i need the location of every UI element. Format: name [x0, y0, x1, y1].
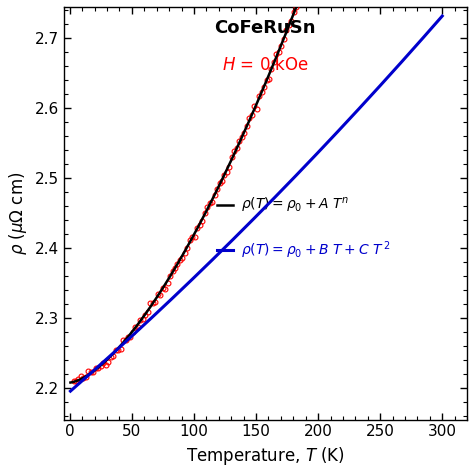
Text: $\it{H}$ = 0 kOe: $\it{H}$ = 0 kOe	[222, 56, 309, 74]
Y-axis label: $\rho$ ($\mu\Omega$ cm): $\rho$ ($\mu\Omega$ cm)	[7, 172, 29, 255]
Text: $\rho(T) = \rho_0 + A\ T^n$: $\rho(T) = \rho_0 + A\ T^n$	[241, 196, 350, 215]
X-axis label: Temperature, $T$ (K): Temperature, $T$ (K)	[186, 445, 345, 467]
Text: CoFeRuSn: CoFeRuSn	[215, 19, 316, 37]
Text: $\rho(T) = \rho_0 + B\ T + C\ T^{\,2}$: $\rho(T) = \rho_0 + B\ T + C\ T^{\,2}$	[241, 240, 391, 261]
